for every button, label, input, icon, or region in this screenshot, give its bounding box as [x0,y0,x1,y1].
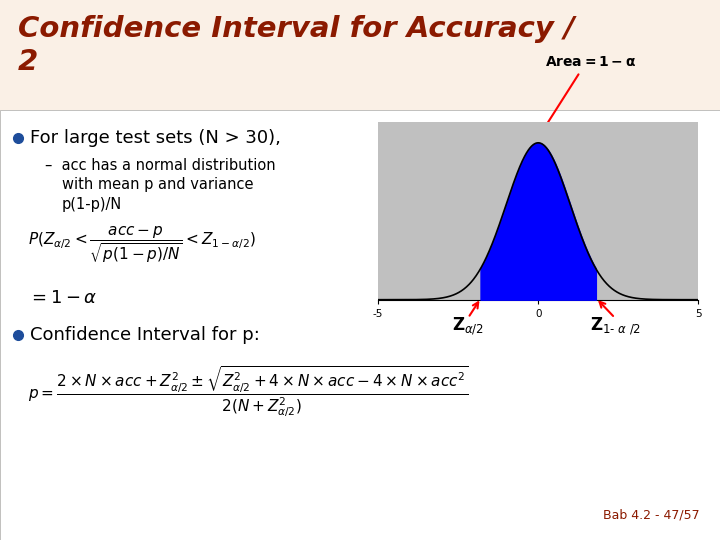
Text: $\mathbf{Z}_{\alpha/2}$: $\mathbf{Z}_{\alpha/2}$ [452,315,484,336]
Bar [0,0,720,110]
Text: –  acc has a normal distribution: – acc has a normal distribution [45,159,276,173]
Text: with mean p and variance: with mean p and variance [62,178,253,192]
Text: 2: 2 [18,48,38,76]
Text: p(1-p)/N: p(1-p)/N [62,197,122,212]
Bar [0,110,720,540]
Text: $P(Z_{\alpha/2} < \dfrac{acc-p}{\sqrt{p(1-p)/N}} < Z_{1-\alpha/2})$: $P(Z_{\alpha/2} < \dfrac{acc-p}{\sqrt{p(… [28,225,256,265]
Text: $= 1 - \alpha$: $= 1 - \alpha$ [28,289,97,307]
Text: Confidence Interval for p:: Confidence Interval for p: [30,326,260,344]
Text: Bab 4.2 - 47/57: Bab 4.2 - 47/57 [603,509,700,522]
Text: $p = \dfrac{2 \times N \times acc + Z^2_{\alpha/2} \pm \sqrt{Z^2_{\alpha/2} + 4 : $p = \dfrac{2 \times N \times acc + Z^2_… [28,364,469,420]
Text: For large test sets (N > 30),: For large test sets (N > 30), [30,129,281,147]
Text: Confidence Interval for Accuracy /: Confidence Interval for Accuracy / [18,15,575,43]
Text: $\mathbf{Z}_{1\text{-}\ \alpha\ /2}$: $\mathbf{Z}_{1\text{-}\ \alpha\ /2}$ [590,315,640,336]
Text: $\mathbf{Area = 1 - \alpha}$: $\mathbf{Area = 1 - \alpha}$ [544,55,636,69]
